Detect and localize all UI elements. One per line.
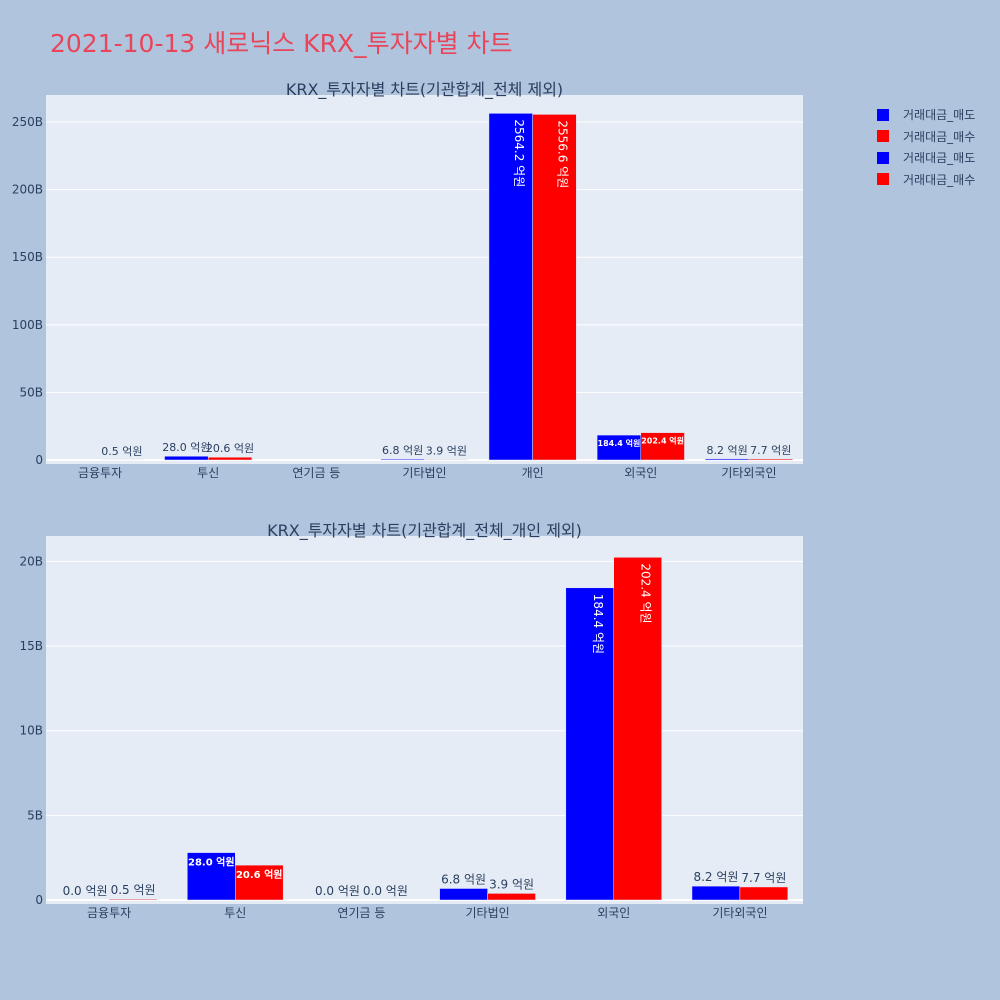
legend: 거래대금_매도 거래대금_매수 거래대금_매도 거래대금_매수 <box>868 104 975 190</box>
bar-value-label: 6.8 억원 <box>382 444 423 457</box>
y-tick-label: 150B <box>12 250 43 264</box>
bar-value-label: 202.4 억원 <box>641 436 684 446</box>
y-tick-label: 200B <box>12 183 43 197</box>
bar-value-label: 0.0 억원 <box>63 884 108 898</box>
plot-background <box>46 95 803 464</box>
x-tick-label: 외국인 <box>624 466 657 480</box>
bar-value-label: 28.0 억원 <box>162 441 210 454</box>
bar-value-label: 6.8 억원 <box>441 872 486 886</box>
legend-swatch-sell <box>877 108 889 121</box>
bar <box>108 898 158 901</box>
bar-value-label: 3.9 억원 <box>489 877 534 891</box>
x-tick-label: 투신 <box>197 466 219 480</box>
bar-value-label: 202.4 억원 <box>639 563 653 623</box>
x-tick-label: 금융투자 <box>87 906 131 920</box>
bar <box>164 455 209 461</box>
legend-swatch-buy <box>877 130 889 143</box>
legend-item[interactable]: 거래대금_매수 <box>868 126 975 148</box>
legend-swatch-sell <box>877 151 889 164</box>
bar-value-label: 8.2 억원 <box>706 444 747 457</box>
legend-swatch-buy <box>877 173 889 186</box>
y-tick-label: 250B <box>12 115 43 129</box>
bar <box>380 458 425 461</box>
x-tick-label: 금융투자 <box>78 466 122 480</box>
bar-value-label: 2556.6 억원 <box>555 120 569 188</box>
page-title: 2021-10-13 새로닉스 KRX_투자자별 차트 <box>50 29 513 58</box>
legend-item[interactable]: 거래대금_매수 <box>868 169 975 191</box>
legend-label: 거래대금_매수 <box>903 129 976 144</box>
bar-value-label: 2564.2 억원 <box>512 119 526 187</box>
bar-value-label: 7.7 억원 <box>741 871 786 885</box>
bar <box>748 458 793 461</box>
y-tick-label: 100B <box>12 318 43 332</box>
x-tick-label: 개인 <box>522 466 544 480</box>
bar <box>488 113 533 461</box>
bar <box>691 885 741 901</box>
legend-item[interactable]: 거래대금_매도 <box>868 147 975 169</box>
x-tick-label: 투신 <box>224 906 246 920</box>
bar-value-label: 0.0 억원 <box>315 884 360 898</box>
x-tick-label: 연기금 등 <box>292 466 340 480</box>
bar-value-label: 184.4 억원 <box>591 594 605 654</box>
bar <box>613 557 662 901</box>
bar-value-label: 0.0 억원 <box>363 884 408 898</box>
bar <box>487 893 536 901</box>
bar-value-label: 7.7 억원 <box>750 444 791 457</box>
bar-value-label: 184.4 억원 <box>598 438 641 448</box>
bar-value-label: 0.5 억원 <box>101 445 142 458</box>
y-tick-label: 15B <box>19 639 43 653</box>
bar <box>739 886 789 901</box>
bar <box>640 432 685 461</box>
x-tick-label: 기타법인 <box>402 466 446 480</box>
bar <box>565 587 614 901</box>
y-tick-label: 5B <box>27 808 43 822</box>
x-tick-label: 연기금 등 <box>337 906 385 920</box>
bar-value-label: 0.5 억원 <box>111 883 156 897</box>
plot-background <box>46 536 803 904</box>
bar-value-label: 20.6 억원 <box>206 442 254 455</box>
chart-panel-1: 0 50B 100B 150B 200B 250B KRX_투자자별 차트(기관합계_전체 … <box>12 80 803 480</box>
y-tick-label: 10B <box>19 724 43 738</box>
bar <box>207 456 253 461</box>
bar <box>596 434 642 461</box>
bar-value-label: 28.0 억원 <box>188 856 235 869</box>
chart-panel-2: 0 5B 10B 15B 20B KRX_투자자별 차트(기관합계_전체_개인 제외) 금융… <box>19 521 803 920</box>
legend-label: 거래대금_매수 <box>903 172 976 187</box>
bar-value-label: 8.2 억원 <box>693 870 738 884</box>
legend-item[interactable]: 거래대금_매도 <box>868 104 975 126</box>
y-tick-label: 50B <box>19 385 43 399</box>
bar-value-label: 20.6 억원 <box>236 868 283 881</box>
bar-value-label: 3.9 억원 <box>426 444 467 457</box>
x-tick-label: 기타법인 <box>465 906 509 920</box>
legend-label: 거래대금_매도 <box>903 108 976 123</box>
bar <box>187 852 236 901</box>
x-tick-label: 기타외국인 <box>712 906 767 920</box>
bar <box>235 864 284 901</box>
bar <box>424 459 469 461</box>
chart-title: KRX_투자자별 차트(기관합계_전체_개인 제외) <box>267 521 582 541</box>
x-tick-label: 외국인 <box>597 906 630 920</box>
y-tick-label: 20B <box>19 554 43 568</box>
x-tick-label: 기타외국인 <box>721 466 776 480</box>
legend-label: 거래대금_매도 <box>903 151 976 166</box>
bar <box>704 458 750 461</box>
y-tick-label: 0 <box>35 453 43 467</box>
chart-title: KRX_투자자별 차트(기관합계_전체 제외) <box>286 80 563 100</box>
y-tick-label: 0 <box>35 893 43 907</box>
bar <box>439 888 488 901</box>
bar <box>532 114 577 461</box>
